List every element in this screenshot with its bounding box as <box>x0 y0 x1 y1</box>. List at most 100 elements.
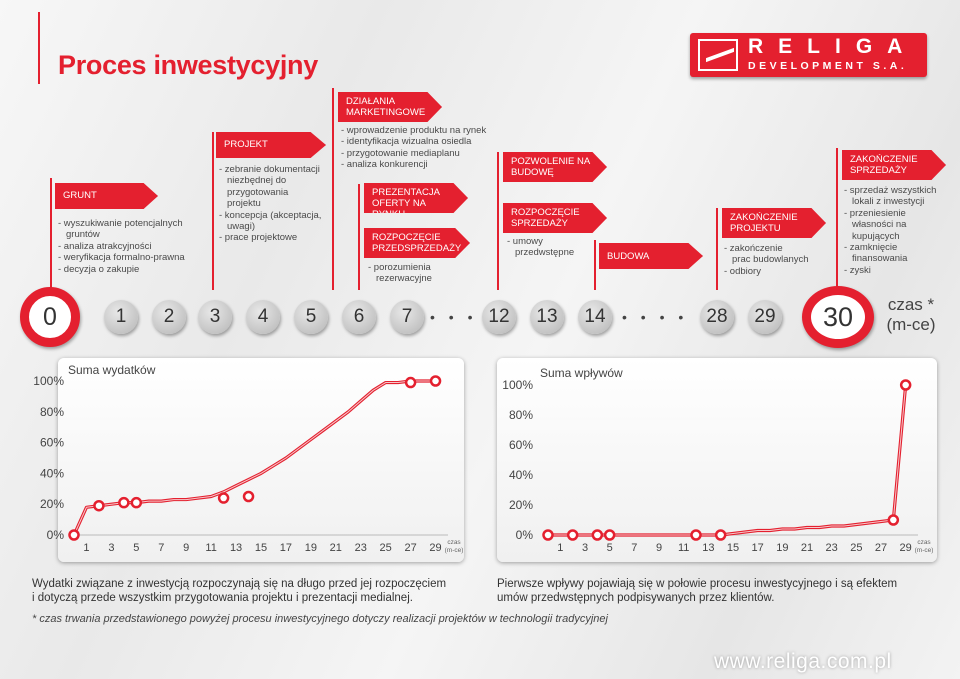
phase-budowa-label: BUDOWA <box>599 243 703 269</box>
timeline-month-14: 14 <box>578 300 612 334</box>
chart-expenses-y-tick: 80% <box>40 405 64 419</box>
phase-sprzedaz-desc: - umowy przedwstępne <box>507 236 575 259</box>
chart-income-y-tick: 60% <box>509 438 533 452</box>
chart-income-x-tick: 19 <box>776 542 788 554</box>
phase-zakonczenie-sprzedazy-desc: - sprzedaż wszystkich lokali z inwestycj… <box>844 185 937 276</box>
chart-income-series-highlight <box>548 384 907 536</box>
chart-income-marker <box>603 529 616 541</box>
timeline-start-circle: 0 <box>20 287 80 347</box>
chart-expenses-x-tick: 3 <box>108 542 114 554</box>
note-income: Pierwsze wpływy pojawiają się w połowie … <box>497 578 898 604</box>
chart-expenses-y-tick: 100% <box>33 374 64 388</box>
chart-income-y-tick: 40% <box>509 468 533 482</box>
chart-expenses-marker <box>429 375 442 387</box>
chart-income-x-tick: 1 <box>557 542 563 554</box>
phase-grunt-desc: - wyszukiwanie potencjalnych gruntów - a… <box>58 218 185 275</box>
chart-expenses-x-tick: 29 <box>429 542 441 554</box>
timeline-month-12: 12 <box>482 300 516 334</box>
chart-expenses-y-tick: 40% <box>40 466 64 480</box>
chart-expenses-title: Suma wydatków <box>68 363 156 377</box>
chart-income-y-tick: 100% <box>502 378 533 392</box>
chart-income-x-tick: 27 <box>875 542 887 554</box>
chart-expenses-x-tick: 15 <box>255 542 267 554</box>
chart-income-marker <box>899 379 912 391</box>
phase-marketing-desc: - wprowadzenie produktu na rynek - identy… <box>341 125 487 171</box>
phase-zakonczenie-projektu-desc: - zakończenie prac budowlanych - odbiory <box>724 243 809 277</box>
chart-expenses-x-tick: 27 <box>404 542 416 554</box>
chart-income-x-tick: 25 <box>850 542 862 554</box>
phase-zakonczenie-sprzedazy-label: ZAKOŃCZENIE SPRZEDAŻY <box>842 150 946 180</box>
phase-line-grunt <box>50 178 52 290</box>
chart-income-y-tick: 0% <box>516 528 534 542</box>
phase-line-prezentacja <box>358 184 360 290</box>
chart-expenses-x-tick: 7 <box>158 542 164 554</box>
chart-expenses-marker <box>68 529 80 541</box>
title-accent-bar <box>38 12 40 84</box>
chart-expenses-x-tick: 23 <box>355 542 367 554</box>
timeline-ellipsis-2: • • • • <box>622 309 689 325</box>
chart-expenses-series-line <box>72 379 436 536</box>
phase-line-marketing <box>332 88 334 290</box>
phase-przedsprzedaz-desc: - porozumienia rezerwacyjne <box>368 262 432 285</box>
logo-name: RELIGA <box>748 35 918 58</box>
chart-income-x-tick: 3 <box>582 542 588 554</box>
religa-logo-icon <box>698 39 738 71</box>
chart-income-marker <box>591 529 604 541</box>
timeline-month-6: 6 <box>342 300 376 334</box>
chart-income-x-tick: 5 <box>607 542 613 554</box>
chart-income-x-tick: 21 <box>801 542 813 554</box>
chart-income-x-tick: 29 <box>900 542 912 554</box>
chart-income-y-tick: 20% <box>509 498 533 512</box>
website-link[interactable]: www.religa.com.pl <box>714 650 892 673</box>
chart-income-x-label: czas <box>917 539 931 546</box>
page-title: Proces inwestycyjny <box>58 50 318 80</box>
chart-panel-income <box>497 358 937 562</box>
timeline-month-7: 7 <box>390 300 424 334</box>
phase-marketing-label: DZIAŁANIA MARKETINGOWE <box>338 92 442 122</box>
chart-expenses-y-tick: 60% <box>40 436 64 450</box>
timeline-month-5: 5 <box>294 300 328 334</box>
timeline-month-1: 1 <box>104 300 138 334</box>
chart-expenses-y-tick: 0% <box>47 528 65 542</box>
timeline-month-3: 3 <box>198 300 232 334</box>
chart-expenses-x-tick: 25 <box>380 542 392 554</box>
phase-line-zakonczenie-projektu <box>716 208 718 290</box>
chart-expenses-marker <box>93 499 105 512</box>
chart-income-x-tick: 13 <box>702 542 714 554</box>
footnote: * czas trwania przedstawionego powyżej p… <box>32 613 608 625</box>
phase-przedsprzedaz-label: ROZPOCZĘCIE PRZEDSPRZEDAŻY <box>364 228 470 258</box>
chart-expenses-series-highlight <box>73 380 436 536</box>
phase-sprzedaz-label: ROZPOCZĘCIE SPRZEDAŻY <box>503 203 607 233</box>
chart-expenses-marker <box>217 492 230 504</box>
chart-expenses-x-tick: 1 <box>83 542 89 554</box>
timeline-end-circle: 30 <box>802 286 874 348</box>
chart-income-title: Suma wpływów <box>540 366 623 380</box>
timeline-month-28: 28 <box>700 300 734 334</box>
chart-expenses-x-label-unit: (m-ce) <box>445 547 464 554</box>
chart-expenses-x-tick: 5 <box>133 542 139 554</box>
phase-grunt-label: GRUNT <box>55 183 158 209</box>
phase-projekt-label: PROJEKT <box>216 132 326 158</box>
chart-income-x-tick: 7 <box>631 542 637 554</box>
chart-expenses-marker <box>118 496 130 509</box>
timeline-ellipsis-1: • • • <box>430 309 478 325</box>
chart-expenses-marker <box>242 490 255 503</box>
timeline-unit-label: czas * (m-ce) <box>886 295 936 334</box>
chart-panel-expenses <box>58 358 464 562</box>
chart-income-marker <box>714 529 727 541</box>
timeline-month-2: 2 <box>152 300 186 334</box>
chart-income-y-tick: 80% <box>509 408 533 422</box>
phase-line-projekt <box>212 132 214 290</box>
chart-expenses-y-tick: 20% <box>40 497 64 511</box>
chart-expenses-x-tick: 13 <box>230 542 242 554</box>
chart-expenses-x-tick: 17 <box>280 542 292 554</box>
chart-expenses-x-tick: 21 <box>330 542 342 554</box>
timeline-month-13: 13 <box>530 300 564 334</box>
phase-line-pozwolenie <box>497 152 499 290</box>
note-expenses: Wydatki związane z inwestycją rozpoczyna… <box>32 578 447 604</box>
phase-line-budowa <box>594 240 596 290</box>
phase-line-zakonczenie-sprzedazy <box>836 148 838 290</box>
chart-expenses-x-tick: 11 <box>205 542 216 554</box>
chart-expenses-x-tick: 9 <box>183 542 189 554</box>
chart-income-x-tick: 23 <box>826 542 838 554</box>
